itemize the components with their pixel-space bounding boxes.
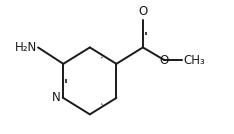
Text: CH₃: CH₃ — [183, 54, 205, 67]
Text: H₂N: H₂N — [15, 41, 37, 54]
Text: N: N — [52, 91, 61, 104]
Text: O: O — [138, 5, 147, 18]
Text: O: O — [160, 54, 169, 67]
